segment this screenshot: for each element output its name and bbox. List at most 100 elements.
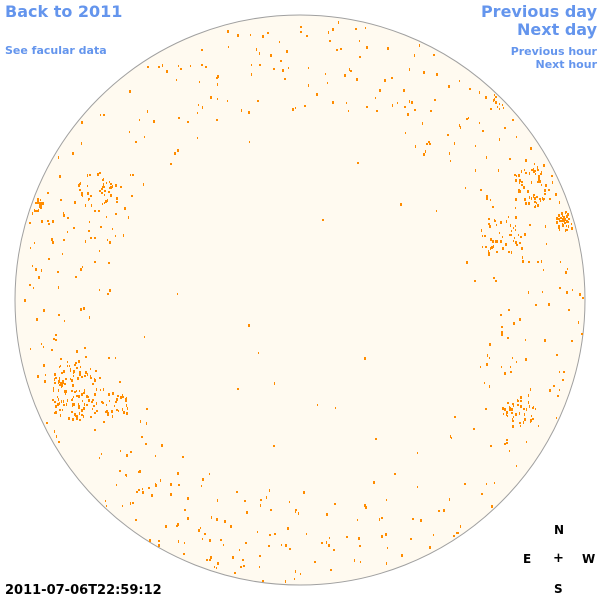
facular-point	[496, 240, 498, 243]
facular-point	[354, 559, 355, 562]
facular-point	[114, 405, 115, 407]
facular-point	[73, 396, 74, 398]
facular-point	[90, 416, 92, 418]
facular-point	[70, 368, 71, 371]
facular-point	[386, 499, 387, 501]
facular-point	[518, 400, 519, 402]
facular-point	[116, 398, 118, 401]
facular-point	[535, 304, 537, 306]
facular-point	[417, 486, 418, 488]
facular-point	[55, 334, 57, 336]
facular-point	[571, 340, 573, 342]
facular-point	[465, 187, 466, 189]
facular-point	[187, 517, 189, 520]
facular-point	[124, 207, 126, 210]
facular-point	[436, 210, 437, 212]
facular-point	[209, 559, 211, 561]
facular-point	[55, 339, 57, 341]
facular-point	[563, 216, 565, 219]
facular-point	[147, 66, 149, 68]
facular-point	[533, 196, 534, 198]
facular-point	[316, 93, 318, 96]
back-to-year-link[interactable]: Back to 2011	[5, 2, 123, 21]
facular-point	[262, 580, 264, 582]
facular-point	[200, 527, 201, 529]
facular-point	[100, 226, 102, 228]
facular-point	[530, 147, 532, 150]
facular-point	[484, 382, 485, 384]
facular-point	[400, 203, 402, 206]
previous-hour-link[interactable]: Previous hour	[510, 45, 597, 58]
facular-point	[485, 96, 487, 99]
facular-point	[348, 110, 349, 112]
facular-point	[142, 488, 143, 490]
facular-point	[412, 518, 414, 520]
facular-point	[158, 544, 160, 547]
facular-point	[81, 142, 82, 145]
facular-point	[475, 169, 476, 172]
next-hour-link[interactable]: Next hour	[535, 58, 598, 71]
facular-point	[190, 65, 191, 67]
facular-point	[197, 137, 198, 139]
facular-point	[105, 500, 106, 502]
facular-point	[270, 54, 272, 57]
facular-point	[53, 338, 55, 340]
facular-point	[243, 565, 245, 567]
facular-point	[35, 268, 37, 271]
facular-point	[474, 280, 476, 282]
facular-point	[407, 113, 409, 116]
facular-point	[562, 219, 564, 222]
facular-point	[510, 366, 511, 368]
facular-point	[332, 28, 334, 31]
facular-point	[54, 373, 56, 376]
facular-point	[101, 192, 103, 194]
facular-point	[543, 269, 544, 271]
facular-point	[176, 79, 177, 81]
facular-point	[82, 400, 83, 402]
facular-point	[506, 414, 507, 416]
facular-point	[82, 266, 83, 268]
facular-point	[508, 309, 510, 311]
facular-point	[145, 443, 147, 445]
facular-point	[544, 189, 546, 192]
facular-point	[512, 418, 513, 420]
facular-point	[223, 544, 224, 546]
facular-point	[504, 408, 506, 411]
facular-point	[519, 179, 521, 182]
facular-point	[75, 276, 77, 278]
facular-point	[515, 216, 517, 219]
facular-point	[381, 517, 383, 519]
facular-point	[520, 405, 522, 408]
facular-point	[214, 566, 215, 568]
facular-point	[537, 261, 539, 263]
facular-point	[306, 35, 308, 37]
facular-point	[364, 357, 366, 360]
facular-point	[67, 399, 68, 402]
facular-point	[176, 525, 178, 527]
facular-point	[325, 73, 326, 75]
facular-point	[509, 408, 511, 411]
previous-day-link[interactable]: Previous day	[480, 2, 597, 21]
facular-point	[328, 544, 330, 547]
see-facular-data-link[interactable]: See facular data	[5, 44, 107, 57]
facular-point	[92, 399, 94, 401]
facular-point	[492, 240, 494, 243]
facular-point	[489, 357, 490, 359]
next-day-link[interactable]: Next day	[517, 20, 597, 39]
facular-point	[519, 182, 520, 184]
facular-point	[515, 207, 516, 209]
facular-point	[500, 314, 502, 316]
facular-point	[508, 251, 510, 253]
facular-point	[507, 415, 508, 417]
facular-point	[103, 388, 104, 391]
facular-point	[428, 141, 430, 143]
facular-point	[536, 202, 537, 204]
facular-point	[52, 399, 54, 401]
facular-point	[74, 364, 76, 366]
facular-point	[559, 371, 560, 373]
facular-point	[270, 509, 272, 511]
facular-point	[67, 231, 68, 233]
facular-point	[459, 80, 460, 82]
facular-point	[210, 96, 212, 99]
facular-point	[292, 108, 294, 111]
